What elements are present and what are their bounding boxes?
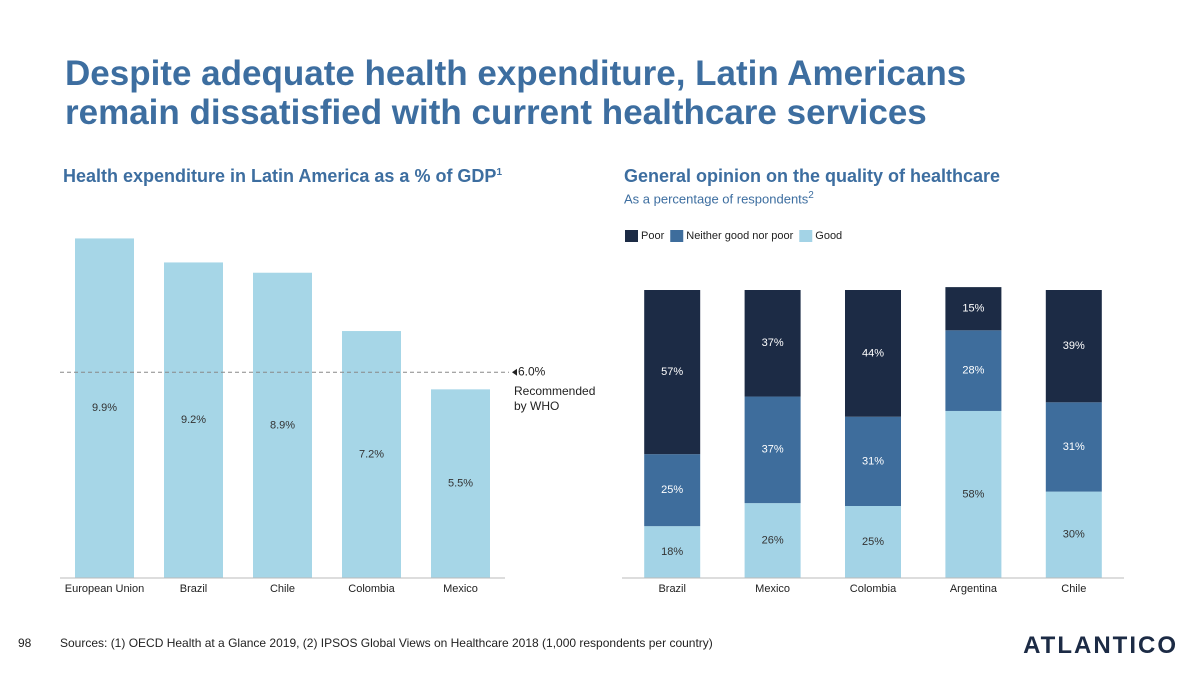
reference-arrow <box>512 368 517 376</box>
value-label: 31% <box>862 455 884 467</box>
legend-swatch <box>670 230 684 242</box>
bar <box>75 238 134 578</box>
value-label: 15% <box>962 303 984 315</box>
x-tick-label: European Union <box>65 583 145 595</box>
value-label: 28% <box>962 365 984 377</box>
legend-label: Good <box>815 230 842 242</box>
x-tick-label: Mexico <box>755 583 790 595</box>
value-label: 7.2% <box>359 448 384 460</box>
x-tick-label: Colombia <box>850 583 897 595</box>
legend-label: Poor <box>641 230 665 242</box>
value-label: 18% <box>661 546 683 558</box>
value-label: 25% <box>661 484 683 496</box>
bar-segment <box>845 290 901 417</box>
value-label: 9.9% <box>92 402 117 414</box>
chart-subtitle: As a percentage of respondents2 <box>624 190 814 206</box>
value-label: 30% <box>1063 529 1085 541</box>
bar-segment <box>644 526 701 578</box>
value-label: 37% <box>762 337 784 349</box>
bar <box>253 272 312 578</box>
bar-segment <box>1045 402 1102 492</box>
reference-label: 6.0% <box>518 364 546 378</box>
value-label: 25% <box>862 536 884 548</box>
value-label: 58% <box>962 488 984 500</box>
x-tick-label: Colombia <box>348 583 395 595</box>
chart-title-text: General opinion on the quality of health… <box>624 166 1001 186</box>
value-label: 9.2% <box>181 414 206 426</box>
bar <box>431 389 490 578</box>
bar-segment <box>845 416 901 506</box>
x-tick-label: Mexico <box>443 583 478 595</box>
value-label: 57% <box>661 366 683 378</box>
bar-segment <box>845 506 901 578</box>
value-label: 5.5% <box>448 478 473 490</box>
chart-subtitle-text: As a percentage of respondents <box>624 191 809 207</box>
bar-segment <box>945 287 1002 331</box>
reference-annotation: Recommended by WHO <box>514 384 596 413</box>
chart-title-text: Health expenditure in Latin America as a… <box>63 166 497 186</box>
page-number: 98 <box>18 636 32 650</box>
legend-label: Neither good nor poor <box>686 230 793 242</box>
sources: Sources: (1) OECD Health at a Glance 201… <box>60 636 713 650</box>
bar-segment <box>744 396 801 504</box>
bar <box>164 262 223 578</box>
x-tick-label: Argentina <box>950 583 998 595</box>
legend-swatch <box>799 230 813 242</box>
footnote-mark: 1 <box>496 167 503 178</box>
value-label: 37% <box>762 444 784 456</box>
x-tick-label: Brazil <box>658 583 686 595</box>
x-tick-label: Chile <box>270 583 295 595</box>
bar-segment <box>644 290 701 455</box>
chart-title: General opinion on the quality of health… <box>624 166 1000 187</box>
legend-swatch <box>625 230 638 242</box>
slide-title: Despite adequate health expenditure, Lat… <box>65 54 967 132</box>
x-tick-label: Brazil <box>180 583 208 595</box>
bar-segment <box>1045 491 1102 578</box>
bar-segment <box>945 330 1002 411</box>
logo: ATLANTICO <box>1023 632 1178 659</box>
chart-title: Health expenditure in Latin America as a… <box>63 166 502 187</box>
value-label: 44% <box>862 347 884 359</box>
bar-segment <box>744 290 801 397</box>
value-label: 26% <box>762 534 784 546</box>
footnote-mark: 2 <box>808 190 814 201</box>
value-label: 39% <box>1063 340 1085 352</box>
value-label: 8.9% <box>270 419 295 431</box>
bar-segment <box>945 410 1002 578</box>
bar-segment <box>744 503 801 578</box>
bar-segment <box>644 454 701 527</box>
bar-segment <box>1045 290 1102 403</box>
x-tick-label: Chile <box>1061 583 1086 595</box>
value-label: 31% <box>1063 441 1085 453</box>
